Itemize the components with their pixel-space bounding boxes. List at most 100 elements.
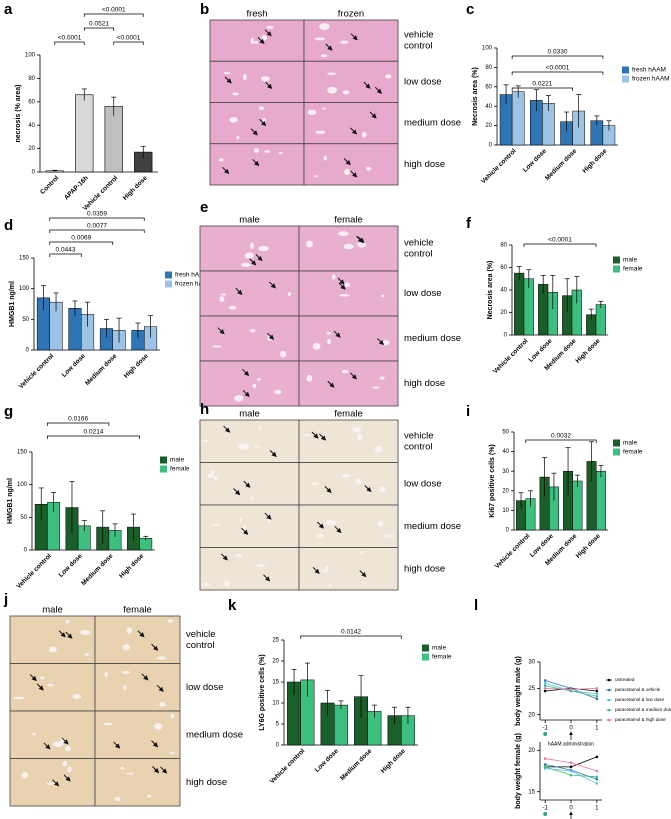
arrow [252,159,260,167]
p-value: 0.0521 [89,21,109,28]
bar [104,106,123,173]
significance-bracket [525,439,597,443]
x-tick-label: APAP-16h [63,175,90,202]
p-value: 0.0359 [87,211,107,218]
vessel [372,386,380,389]
arrow [265,81,273,89]
legend-label: paracetamol & high dose [615,717,666,722]
data-point [543,763,547,766]
row-label: high dose [186,777,227,788]
data-point [595,687,599,690]
y-tick-label: 10 [272,701,279,707]
dose-dot [543,732,548,736]
arrow [113,741,121,749]
vessel [337,231,349,237]
arrow [257,36,265,45]
vessel [249,242,254,250]
vessel [380,294,385,298]
vessel [210,523,220,526]
tissue-tile [9,663,96,712]
arrow [65,631,73,639]
arrow [249,258,257,266]
vessel [207,473,215,479]
y-tick-label: 100 [17,482,28,488]
vessel [123,685,127,691]
arrow [319,433,327,441]
y-axis-label: body weight male (g) [515,656,522,726]
y-tick-label: 20 [272,659,279,665]
vessel [278,152,283,155]
arrow [137,630,145,638]
vessel [315,130,326,134]
significance-bracket [54,41,85,45]
legend-swatch [165,280,172,288]
y-tick-label: 50 [22,317,29,323]
significance-bracket [47,422,110,426]
vessel [202,439,210,442]
vessel [49,646,57,653]
panel-letter: k [228,597,237,614]
vessel [314,175,319,178]
row-label: low dose [404,288,442,299]
legend-label: paracetamol & medium dose [615,707,671,712]
legend-swatch [422,644,429,652]
x-tick-label: Control [39,175,60,196]
column-header: female [123,605,152,616]
row-label: low dose [404,76,442,87]
arrow [217,327,225,335]
significance-bracket [49,241,114,245]
arrow [224,76,232,84]
data-point [569,773,573,777]
y-axis-label: HMGB1 ng/ml [9,281,16,327]
legend-marker [607,708,611,712]
vessel [340,474,351,478]
arrow [349,372,357,380]
y-axis-label: Necrosis area (%) [472,67,479,126]
tissue-tile [199,360,300,407]
legend-label: frozen hAAM [175,281,213,288]
vessel [223,72,231,75]
y-tick-label: 80 [28,76,35,82]
vessel [357,433,363,441]
y-tick-label: 25 [528,686,535,692]
x-tick-label: Vehicle control [494,533,532,571]
significance-bracket [49,217,145,221]
bar [572,480,583,531]
legend-label: female [623,266,643,273]
vessel [357,241,367,248]
arrow [364,485,372,493]
row-label: high dose [404,159,445,170]
vessel [154,723,163,730]
arrow [264,512,272,520]
y-tick-label: 80 [500,243,507,249]
vessel [253,445,261,448]
vessel [327,338,332,345]
x-tick-label: Vehicle control [15,553,53,591]
significance-bracket [83,27,115,31]
vessel [344,282,351,288]
row-label: vehicle [186,629,216,640]
vessel [264,150,271,153]
vessel [21,771,28,779]
legend-swatch [613,448,620,456]
data-point [595,694,599,698]
row-label: medium dose [404,521,461,532]
panel-letter: g [4,403,13,420]
y-tick-label: 80 [485,65,492,71]
tissue-tile [199,547,300,591]
row-label: low dose [404,478,442,489]
row-label: control [186,640,215,651]
arrow [267,332,275,340]
data-point [595,777,599,781]
bar [511,91,525,146]
tissue-tile [199,270,300,317]
vessel [257,378,261,381]
arrow [357,236,365,244]
column-header: female [334,215,363,226]
x-tick-label: 0 [569,806,573,812]
arrow [29,674,37,682]
legend-swatch [613,256,620,264]
y-tick-label: 40 [500,288,507,294]
vessel [126,772,134,775]
vessel [260,76,270,82]
